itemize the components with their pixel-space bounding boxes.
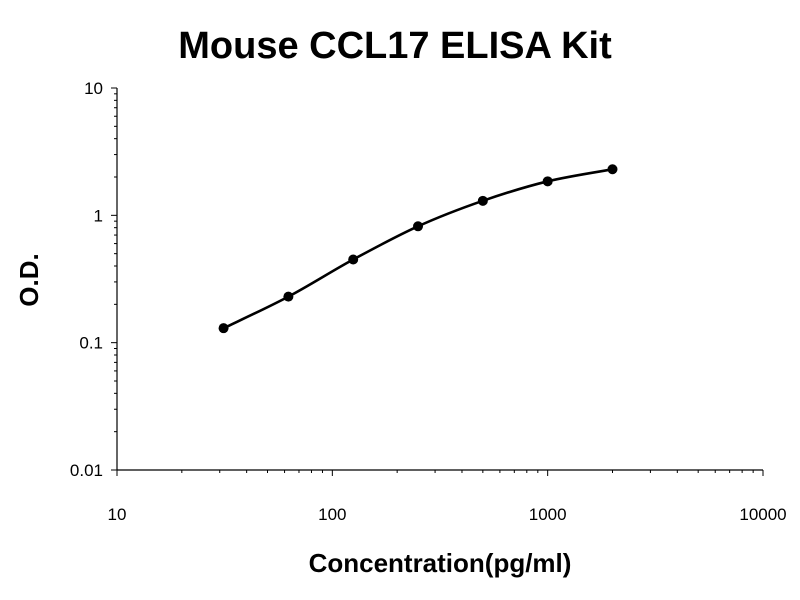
chart-title: Mouse CCL17 ELISA Kit	[178, 25, 612, 67]
x-tick-label: 1000	[529, 505, 567, 524]
x-tick-label: 10	[108, 505, 127, 524]
y-tick-label: 0.01	[70, 461, 103, 480]
data-point	[413, 221, 424, 232]
y-tick-label: 10	[84, 79, 103, 98]
x-axis-label: Concentration(pg/ml)	[309, 548, 572, 578]
x-tick-label: 10000	[739, 505, 786, 524]
data-point	[477, 195, 488, 206]
data-point	[607, 164, 618, 175]
x-tick-label: 100	[318, 505, 346, 524]
data-point	[542, 176, 553, 187]
data-point	[348, 254, 359, 265]
ticks	[111, 87, 764, 476]
data-point	[218, 323, 229, 334]
series	[218, 164, 618, 334]
y-axis-label-group: O.D.	[14, 253, 44, 306]
series-line	[223, 168, 613, 330]
y-tick-label: 0.1	[79, 334, 103, 353]
tick-labels: 0.01 0.1 1 10 10 100 1000 10000	[70, 79, 787, 524]
data-point	[283, 291, 294, 302]
y-tick-label: 1	[94, 206, 103, 225]
y-axis-label: O.D.	[14, 253, 44, 306]
